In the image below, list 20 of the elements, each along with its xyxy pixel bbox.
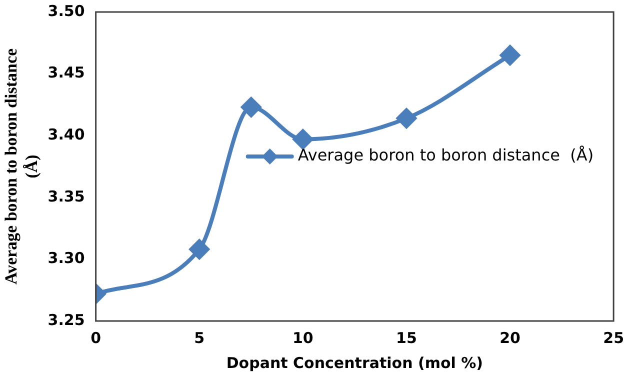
y-tick-label: 3.50 [48,2,85,20]
y-tick-label: 3.45 [48,64,85,82]
point [241,97,262,118]
x-tick-label: 20 [500,328,520,347]
y-axis-title: Average boron to boron distance (Å) [2,48,41,285]
x-axis-title: Dopant Concentration (mol %) [226,354,484,372]
point [189,239,210,260]
y-tick-label: 3.40 [48,125,85,144]
point [500,45,520,66]
y-tick-label: 3.25 [48,310,85,329]
x-tick-label: 10 [292,328,314,347]
point [292,129,313,150]
x-tick-label: 0 [90,328,102,347]
y-tick-label: 3.35 [48,187,85,206]
y-tick-label: 3.30 [48,249,85,268]
legend-label: Average boron to boron distance (Å) [298,146,594,165]
x-tick-label: 15 [396,328,417,347]
x-tick-label: 25 [603,328,624,347]
x-tick-label: 5 [194,328,205,347]
point [396,108,416,128]
